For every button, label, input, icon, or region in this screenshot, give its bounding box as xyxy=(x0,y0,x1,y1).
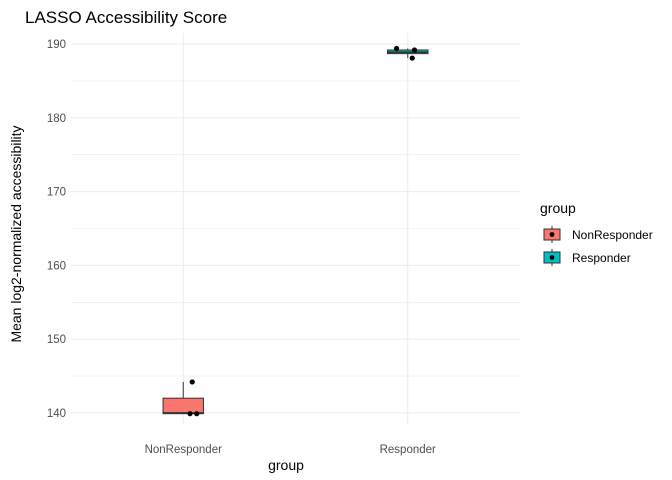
legend-label: Responder xyxy=(572,251,631,265)
data-point xyxy=(189,379,195,385)
data-point xyxy=(194,411,200,417)
legend-entries: NonResponder Responder xyxy=(543,226,653,266)
x-axis-ticks: NonResponder Responder xyxy=(145,444,436,456)
legend-key-point xyxy=(549,232,555,237)
data-point xyxy=(393,45,400,52)
y-axis-title: Mean log2-normalized accessibility xyxy=(8,125,24,342)
data-point xyxy=(409,55,415,61)
legend-title: group xyxy=(540,200,576,216)
legend-entry-nonresponder: NonResponder xyxy=(543,226,653,243)
x-tick-label: Responder xyxy=(380,444,436,456)
legend-entry-responder: Responder xyxy=(543,249,631,266)
boxes xyxy=(162,48,429,415)
data-point xyxy=(411,47,418,53)
legend: group NonResponder Responder xyxy=(540,200,653,266)
y-tick-label: 140 xyxy=(47,408,66,420)
chart-title: LASSO Accessibility Score xyxy=(25,8,227,27)
x-axis-title: group xyxy=(268,457,304,473)
y-tick-label: 180 xyxy=(47,113,66,125)
box-nonresponder xyxy=(162,381,204,415)
data-points xyxy=(187,45,418,417)
data-point xyxy=(187,411,193,417)
y-tick-label: 190 xyxy=(47,39,66,51)
y-axis-ticks: 140 150 160 170 180 190 xyxy=(47,39,66,420)
box-responder xyxy=(387,48,429,59)
y-tick-label: 170 xyxy=(47,187,66,199)
grid xyxy=(71,33,520,424)
y-tick-label: 150 xyxy=(47,334,66,346)
x-tick-label: NonResponder xyxy=(145,444,223,456)
legend-key-point xyxy=(549,255,555,260)
y-tick-label: 160 xyxy=(47,260,66,272)
legend-label: NonResponder xyxy=(572,228,653,242)
